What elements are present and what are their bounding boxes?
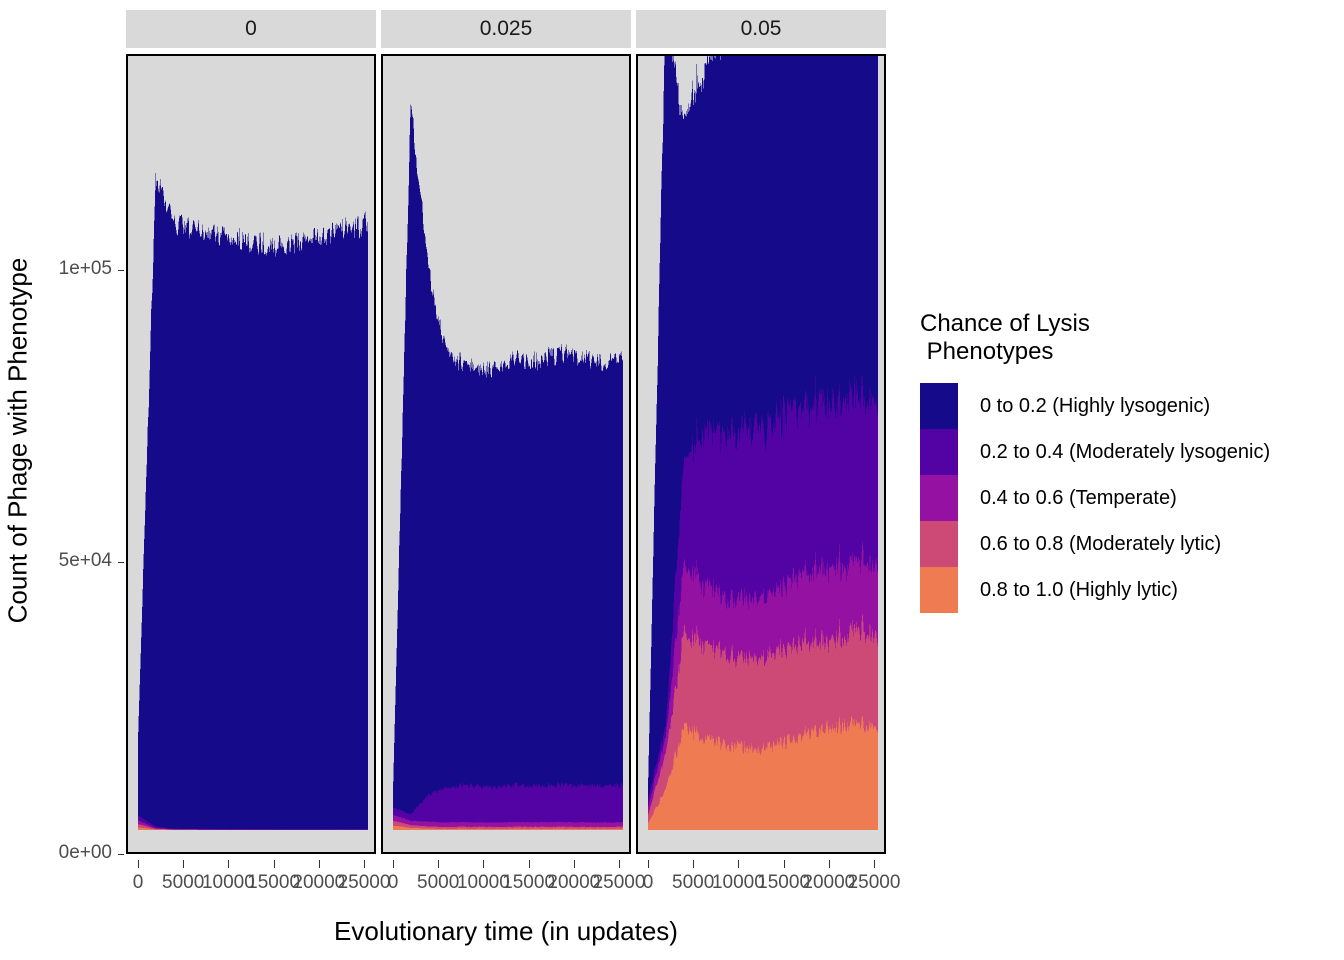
- x-tick-mark: [573, 860, 575, 868]
- x-tick-mark: [738, 860, 740, 868]
- x-tick-label: 5000: [417, 872, 460, 893]
- area-series: [648, 715, 878, 830]
- x-axis: 0 5000 10000 15000 20000 25000: [126, 860, 390, 920]
- facet-strip-label: 0: [126, 10, 376, 48]
- y-axis-ticks: 0e+00 5e+04 1e+05: [36, 0, 124, 880]
- x-tick-label: 20000: [292, 872, 346, 893]
- area-series: [393, 781, 623, 823]
- plot-panel: [126, 54, 376, 854]
- facet-panel-0: 0: [126, 10, 376, 854]
- y-tick-mark: [118, 562, 124, 564]
- x-tick-mark: [138, 860, 139, 868]
- facet-strip-label: 0.025: [381, 10, 631, 48]
- x-tick-label: 15000: [502, 872, 556, 893]
- legend-item-label: 0.4 to 0.6 (Temperate): [980, 486, 1177, 509]
- legend-item[interactable]: 0 to 0.2 (Highly lysogenic): [920, 383, 1340, 430]
- x-tick-mark: [438, 860, 440, 868]
- area-series: [648, 539, 878, 816]
- facet-strip-label: 0.05: [636, 10, 886, 48]
- area-series: [138, 171, 368, 830]
- area-chart-svg: [648, 56, 878, 830]
- x-tick-mark: [183, 860, 185, 868]
- legend-item-label: 0 to 0.2 (Highly lysogenic): [980, 394, 1211, 417]
- y-axis-title: Count of Phage with Phenotype: [0, 0, 36, 880]
- x-tick-label: 10000: [711, 872, 765, 893]
- area-chart-svg: [138, 171, 368, 830]
- x-tick-label: 0: [132, 872, 144, 893]
- legend-swatch: [920, 429, 958, 476]
- x-tick-label: 0: [642, 872, 654, 893]
- x-tick-mark: [393, 860, 394, 868]
- area-series: [393, 820, 623, 829]
- y-tick-mark: [118, 270, 124, 272]
- area-series: [138, 827, 368, 830]
- legend-swatch: [920, 521, 958, 568]
- legend-item[interactable]: 0.4 to 0.6 (Temperate): [920, 475, 1340, 522]
- legend-item-label: 0.6 to 0.8 (Moderately lytic): [980, 532, 1222, 555]
- x-tick-label: 5000: [672, 872, 715, 893]
- x-tick-mark: [783, 860, 785, 868]
- x-tick-label: 5000: [162, 872, 205, 893]
- x-tick-mark: [828, 860, 830, 868]
- x-axis: 0 5000 10000 15000 20000 25000: [636, 860, 900, 920]
- legend-swatch: [920, 475, 958, 522]
- legend-item[interactable]: 0.6 to 0.8 (Moderately lytic): [920, 521, 1340, 568]
- x-axis-title: Evolutionary time (in updates): [334, 916, 678, 946]
- x-tick-label: 0: [387, 872, 399, 893]
- legend-swatch: [920, 383, 958, 430]
- x-tick-label: 25000: [337, 872, 391, 893]
- x-tick-label: 15000: [757, 872, 811, 893]
- area-series: [648, 370, 878, 808]
- area-series: [393, 825, 623, 830]
- area-series: [138, 815, 368, 830]
- x-tick-label: 20000: [547, 872, 601, 893]
- x-tick-mark: [273, 860, 275, 868]
- area-series: [648, 56, 878, 800]
- legend-item-label: 0.2 to 0.4 (Moderately lysogenic): [980, 440, 1271, 463]
- x-tick-mark: [318, 860, 320, 868]
- x-tick-label: 15000: [247, 872, 301, 893]
- x-tick-mark: [528, 860, 530, 868]
- x-tick-mark: [648, 860, 649, 868]
- area-series: [393, 103, 623, 815]
- legend: Chance of Lysis Phenotypes 0 to 0.2 (Hig…: [920, 310, 1340, 614]
- x-tick-label: 25000: [592, 872, 646, 893]
- plot-panel: [636, 54, 886, 854]
- area-series: [138, 824, 368, 830]
- x-tick-label: 10000: [456, 872, 510, 893]
- x-tick-mark: [874, 860, 875, 868]
- y-tick-label: 0e+00: [58, 842, 112, 863]
- area-series: [648, 614, 878, 824]
- x-axis: 0 5000 10000 15000 20000 25000: [381, 860, 645, 920]
- x-tick-mark: [693, 860, 695, 868]
- legend-item[interactable]: 0.8 to 1.0 (Highly lytic): [920, 567, 1340, 614]
- y-axis-title-text: Count of Phage with Phenotype: [2, 257, 33, 623]
- y-tick-mark: [118, 854, 124, 855]
- legend-item[interactable]: 0.2 to 0.4 (Moderately lysogenic): [920, 429, 1340, 476]
- x-tick-mark: [228, 860, 230, 868]
- legend-item-label: 0.8 to 1.0 (Highly lytic): [980, 578, 1178, 601]
- facet-panel-0_05: 0.05: [636, 10, 886, 854]
- x-tick-mark: [483, 860, 485, 868]
- x-tick-label: 10000: [201, 872, 255, 893]
- facet-panel-0_025: 0.025: [381, 10, 631, 854]
- x-tick-mark: [364, 860, 365, 868]
- area-chart-svg: [393, 103, 623, 830]
- x-tick-mark: [619, 860, 620, 868]
- y-tick-label: 1e+05: [58, 258, 112, 280]
- area-series: [393, 814, 623, 828]
- legend-items: 0 to 0.2 (Highly lysogenic) 0.2 to 0.4 (M…: [920, 383, 1340, 614]
- legend-swatch: [920, 567, 958, 614]
- x-tick-label: 25000: [847, 872, 901, 893]
- legend-title: Chance of Lysis Phenotypes: [920, 310, 1090, 365]
- x-tick-label: 20000: [802, 872, 856, 893]
- y-tick-label: 5e+04: [58, 550, 112, 572]
- plot-panel: [381, 54, 631, 854]
- area-series: [138, 820, 368, 830]
